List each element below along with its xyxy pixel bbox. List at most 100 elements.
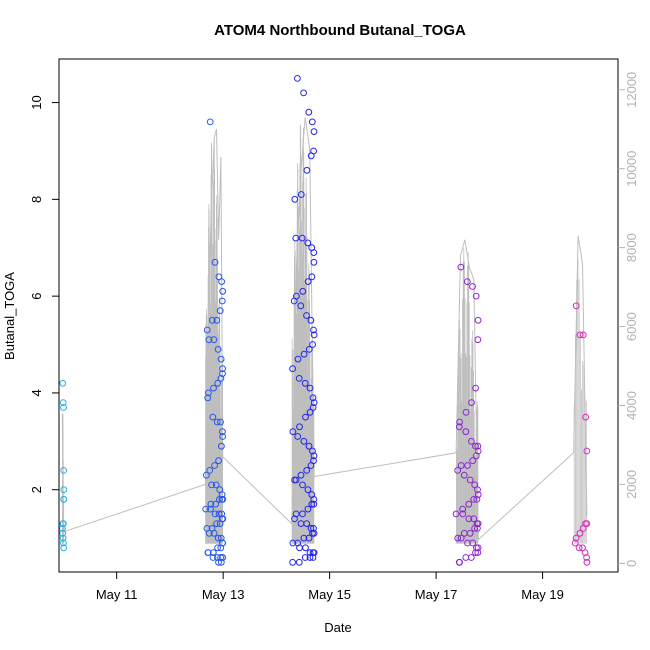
data-point [290, 297, 298, 305]
data-point [217, 418, 224, 426]
data-point [205, 389, 212, 397]
data-point [216, 307, 224, 315]
data-point [210, 336, 218, 344]
data-point [309, 341, 317, 348]
data-point [467, 554, 475, 561]
data-point [308, 118, 316, 126]
data-point [295, 558, 303, 566]
data-point [219, 433, 227, 440]
x-tick-label: May 13 [202, 587, 245, 602]
data-point [306, 408, 314, 416]
data-point [466, 476, 474, 484]
data-point [309, 554, 317, 561]
data-point [300, 89, 308, 97]
data-point [214, 346, 222, 353]
data-point [218, 297, 226, 305]
data-point [211, 510, 219, 518]
data-point [474, 486, 481, 494]
x-axis-label: Date [324, 620, 351, 635]
data-point [215, 510, 223, 518]
data-point [309, 394, 317, 402]
data-point [472, 452, 480, 460]
data-point [455, 423, 463, 431]
data-point [310, 525, 317, 532]
data-point [59, 520, 67, 527]
data-point [474, 442, 482, 450]
data-point [300, 437, 308, 445]
data-point [292, 476, 300, 484]
data-point [576, 529, 584, 537]
data-point [307, 152, 315, 160]
data-point [303, 520, 311, 527]
data-point [310, 549, 318, 556]
data-point [203, 471, 210, 479]
data-point [452, 510, 460, 518]
data-point [211, 258, 219, 266]
data-point [304, 486, 312, 494]
data-point [210, 529, 218, 537]
data-point [469, 539, 477, 547]
data-point [474, 336, 482, 344]
data-point [214, 544, 222, 552]
data-point [306, 549, 314, 556]
data-point [59, 534, 67, 542]
data-point [462, 554, 470, 561]
data-point [205, 336, 213, 344]
data-point [462, 408, 470, 416]
data-point [59, 379, 67, 387]
data-point [60, 496, 67, 503]
data-point [462, 428, 470, 436]
data-point [310, 128, 318, 136]
data-point [468, 399, 475, 407]
data-point [465, 500, 473, 508]
data-point [219, 554, 227, 561]
y-tick-label: 8 [29, 196, 44, 203]
data-point [305, 442, 313, 450]
y-tick-label: 2 [29, 486, 44, 493]
data-point [305, 108, 313, 116]
line-layer [61, 117, 588, 544]
data-point [217, 375, 225, 382]
data-point [305, 534, 313, 542]
data-point [583, 558, 591, 566]
data-point [310, 331, 318, 339]
data-point [459, 510, 467, 518]
data-point [292, 234, 300, 242]
data-point [212, 500, 220, 508]
data-point [294, 433, 302, 440]
data-point [469, 283, 476, 290]
data-point [297, 471, 305, 479]
data-point [217, 544, 225, 552]
data-point [296, 423, 303, 431]
data-point [219, 370, 226, 378]
data-point [304, 278, 312, 286]
y-right-tick-label: 6000 [624, 312, 639, 341]
data-point [213, 418, 221, 426]
data-point [454, 467, 462, 474]
data-point [60, 467, 68, 474]
data-point [308, 273, 316, 281]
data-point [300, 534, 308, 542]
data-point [579, 525, 587, 532]
data-point [307, 316, 315, 324]
data-point [289, 539, 297, 547]
plot-frame [58, 58, 619, 573]
data-point [60, 539, 67, 547]
data-point [218, 496, 226, 503]
data-point [310, 500, 318, 508]
data-point [470, 496, 478, 503]
data-point [472, 549, 479, 556]
data-point [572, 534, 580, 542]
x-tick-label: May 15 [308, 587, 351, 602]
y-axis-right: 0 2000 4000 6000 8000 10000 12000 [618, 72, 639, 567]
data-point [216, 496, 223, 503]
data-point [209, 413, 217, 421]
data-point [305, 346, 313, 353]
data-point [468, 437, 475, 445]
data-point [471, 525, 479, 532]
data-point [472, 292, 480, 300]
data-point [209, 554, 217, 561]
data-point [302, 413, 309, 421]
data-point [309, 404, 317, 411]
data-point [289, 558, 297, 566]
